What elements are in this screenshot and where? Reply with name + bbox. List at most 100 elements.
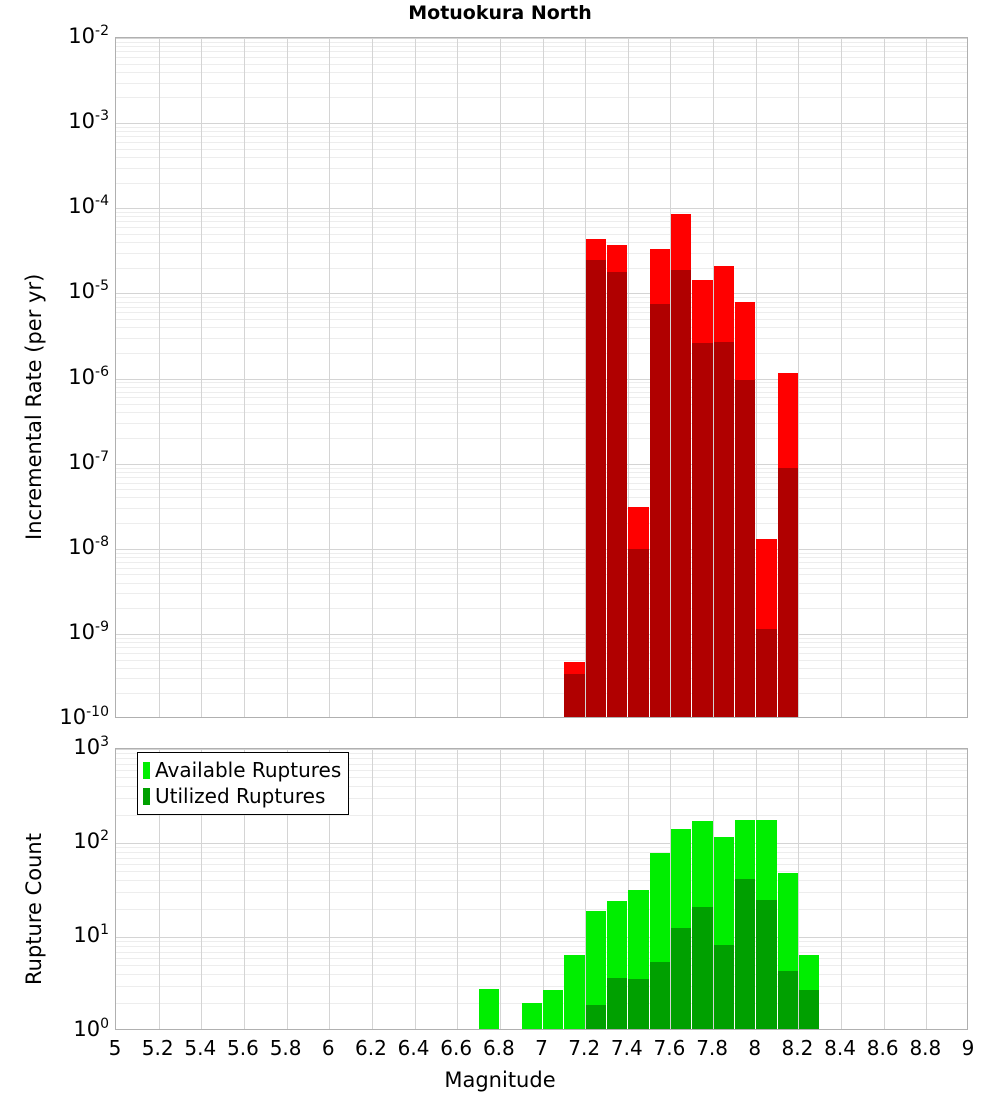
- gridline-horizontal: [116, 647, 967, 648]
- gridline-horizontal: [116, 312, 967, 313]
- gridline-horizontal: [116, 549, 967, 550]
- gridline-vertical: [329, 38, 330, 717]
- gridline-horizontal: [116, 583, 967, 584]
- gridline-horizontal: [116, 562, 967, 563]
- x-tick-label: 7.8: [696, 1036, 728, 1060]
- gridline-vertical: [543, 749, 544, 1029]
- gridline-horizontal: [116, 974, 967, 975]
- y-tick-label: 102: [73, 828, 109, 853]
- gridline-horizontal: [116, 142, 967, 143]
- gridline-horizontal: [116, 157, 967, 158]
- bar-utilized-ruptures: [798, 990, 820, 1029]
- gridline-vertical: [543, 38, 544, 717]
- x-tick-label: 8.4: [824, 1036, 856, 1060]
- legend-swatch-icon: [143, 761, 150, 779]
- gridline-horizontal: [116, 880, 967, 881]
- gridline-vertical: [159, 38, 160, 717]
- gridline-horizontal: [116, 72, 967, 73]
- bar-utilized-ruptures: [628, 978, 649, 1029]
- gridline-vertical: [756, 38, 757, 717]
- gridline-horizontal: [116, 382, 967, 383]
- gridline-horizontal: [116, 404, 967, 405]
- x-tick-label: 6.6: [440, 1036, 473, 1060]
- gridline-horizontal: [116, 307, 967, 308]
- legend-item: Utilized Ruptures: [143, 783, 341, 809]
- gridline-vertical: [287, 38, 288, 717]
- gridline-horizontal: [116, 843, 967, 844]
- gridline-vertical: [457, 38, 458, 717]
- legend-swatch-icon: [143, 787, 150, 805]
- y-tick-label: 10-8: [68, 533, 109, 559]
- x-tick-label: 5.6: [227, 1036, 259, 1060]
- gridline-horizontal: [116, 557, 967, 558]
- bar-utilized-ruptures: [713, 945, 734, 1029]
- bar-available-ruptures: [543, 990, 564, 1029]
- gridline-vertical: [201, 38, 202, 717]
- bar-nucleation: [670, 269, 692, 717]
- bar-utilized-ruptures: [777, 970, 798, 1029]
- gridline-horizontal: [116, 871, 967, 872]
- gridline-horizontal: [116, 123, 967, 124]
- gridline-horizontal: [116, 941, 967, 942]
- gridline-vertical: [585, 749, 586, 1029]
- y-tick-label: 103: [73, 734, 109, 759]
- gridline-vertical: [926, 38, 927, 717]
- y-tick-label: 10-10: [59, 704, 109, 729]
- bar-utilized-ruptures: [756, 899, 777, 1029]
- gridline-horizontal: [116, 221, 967, 222]
- gridline-horizontal: [116, 212, 967, 213]
- x-tick-label: 5: [108, 1036, 122, 1060]
- gridline-horizontal: [116, 952, 967, 953]
- gridline-vertical: [841, 749, 842, 1029]
- gridline-horizontal: [116, 472, 967, 473]
- gridline-horizontal: [116, 693, 967, 694]
- gridline-vertical: [415, 38, 416, 717]
- bar-nucleation: [692, 343, 713, 717]
- gridline-horizontal: [116, 568, 967, 569]
- gridline-horizontal: [116, 46, 967, 47]
- gridline-horizontal: [116, 216, 967, 217]
- gridline-horizontal: [116, 297, 967, 298]
- gridline-horizontal: [116, 168, 967, 169]
- gridline-horizontal: [116, 638, 967, 639]
- gridline-horizontal: [116, 852, 967, 853]
- bar-utilized-ruptures: [606, 977, 628, 1029]
- gridline-vertical: [926, 749, 927, 1029]
- gridline-horizontal: [116, 97, 967, 98]
- gridline-vertical: [798, 749, 799, 1029]
- top-panel-y-axis-label: Incremental Rate (per yr): [22, 273, 46, 540]
- gridline-horizontal: [116, 553, 967, 554]
- gridline-horizontal: [116, 653, 967, 654]
- gridline-horizontal: [116, 593, 967, 594]
- bar-utilized-ruptures: [670, 927, 692, 1029]
- x-tick-label: 7.6: [653, 1036, 686, 1060]
- gridline-horizontal: [116, 412, 967, 413]
- gridline-horizontal: [116, 242, 967, 243]
- x-tick-label: 8.6: [866, 1036, 899, 1060]
- gridline-vertical: [628, 38, 629, 717]
- gridline-horizontal: [116, 497, 967, 498]
- gridline-vertical: [372, 749, 373, 1029]
- gridline-horizontal: [116, 136, 967, 137]
- gridline-horizontal: [116, 392, 967, 393]
- bottom-panel-y-axis-label: Rupture Count: [22, 833, 46, 985]
- bar-nucleation: [713, 341, 734, 717]
- bar-available-ruptures: [479, 988, 500, 1029]
- gridline-horizontal: [116, 892, 967, 893]
- gridline-vertical: [884, 749, 885, 1029]
- y-tick-label: 10-4: [68, 193, 109, 219]
- x-tick-label: 8: [748, 1036, 762, 1060]
- x-tick-label: 5.4: [184, 1036, 217, 1060]
- x-tick-label: 6.8: [482, 1036, 515, 1060]
- y-tick-label: 10-6: [68, 363, 109, 389]
- gridline-horizontal: [116, 847, 967, 848]
- bar-utilized-ruptures: [585, 1004, 606, 1029]
- x-axis-label: Magnitude: [444, 1068, 556, 1092]
- gridline-horizontal: [116, 798, 967, 799]
- bar-utilized-ruptures: [692, 906, 713, 1029]
- gridline-horizontal: [116, 946, 967, 947]
- gridline-vertical: [670, 38, 671, 717]
- bar-nucleation: [777, 468, 798, 717]
- gridline-horizontal: [116, 668, 967, 669]
